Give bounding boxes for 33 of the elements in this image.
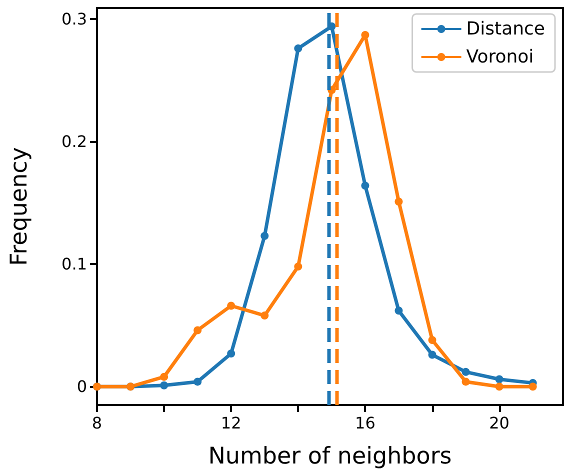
y-tick-label: 0.1 [62,254,87,274]
legend-label: Distance [466,18,546,40]
point [160,372,168,381]
point [462,368,470,376]
x-tick-label: 12 [220,414,242,432]
point [428,350,436,359]
legend-label: Voronoi [466,46,534,68]
point [495,382,504,391]
point [394,306,403,315]
x-tick-label: 20 [489,414,510,432]
point [428,336,436,344]
point [294,44,302,52]
y-tick-label: 0.3 [62,10,87,29]
point [194,378,202,386]
y-tick-label: 0.2 [62,132,87,152]
x-tick-label: 8 [92,414,102,432]
point [394,198,403,206]
point [361,182,370,190]
x-tick-label: 16 [355,414,376,432]
point [495,375,504,384]
point [194,326,202,334]
point [227,302,236,310]
point [361,30,370,39]
point [462,378,470,386]
point [227,350,236,358]
point [528,382,537,391]
y-tick-label: 0 [76,377,87,396]
y-axis-title: Frequency [6,147,32,266]
point [260,232,269,240]
point [294,262,302,271]
point [160,381,168,390]
x-axis-title: Number of neighbors [208,444,452,470]
point [260,312,269,320]
